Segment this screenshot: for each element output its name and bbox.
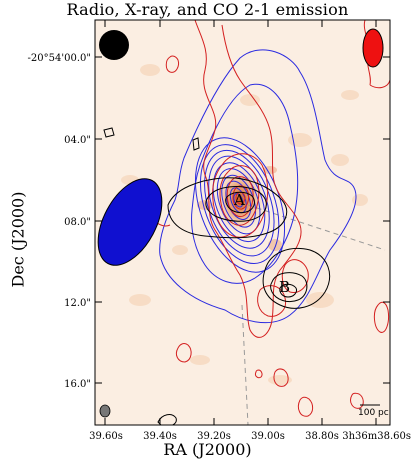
co-beam bbox=[362, 28, 384, 68]
figure-title: Radio, X-ray, and CO 2-1 emission bbox=[66, 0, 349, 19]
source-label-a: A bbox=[233, 191, 245, 209]
y-tick-label: 12.0" bbox=[64, 298, 91, 309]
y-tick-label: 04.0" bbox=[64, 135, 91, 146]
core-emission bbox=[214, 166, 266, 234]
x-tick-label: 39.20s bbox=[197, 431, 231, 442]
jet-axis-lines bbox=[241, 204, 386, 425]
x-axis-label: RA (J2000) bbox=[163, 440, 252, 459]
y-tick-label: 08.0" bbox=[64, 217, 91, 228]
y-tick-label: 16.0" bbox=[64, 379, 91, 390]
radio-beam bbox=[97, 178, 163, 266]
plot-frame bbox=[94, 19, 391, 426]
axis-ticks bbox=[95, 20, 390, 425]
x-tick-label: 39.60s bbox=[89, 431, 123, 442]
scale-bar-label: 100 pc bbox=[358, 408, 389, 418]
xray-contours bbox=[103, 127, 330, 425]
x-tick-label: 39.00s bbox=[251, 431, 285, 442]
x-tick-label: 39.40s bbox=[143, 431, 177, 442]
x-tick-label: 38.80s bbox=[305, 431, 339, 442]
y-tick-label: -20°54'00.0" bbox=[28, 53, 91, 64]
small-beam bbox=[99, 404, 111, 418]
source-label-b: B bbox=[279, 278, 290, 296]
x-tick-label: 3h36m38.60s bbox=[342, 431, 411, 442]
xray-psf bbox=[99, 30, 129, 60]
